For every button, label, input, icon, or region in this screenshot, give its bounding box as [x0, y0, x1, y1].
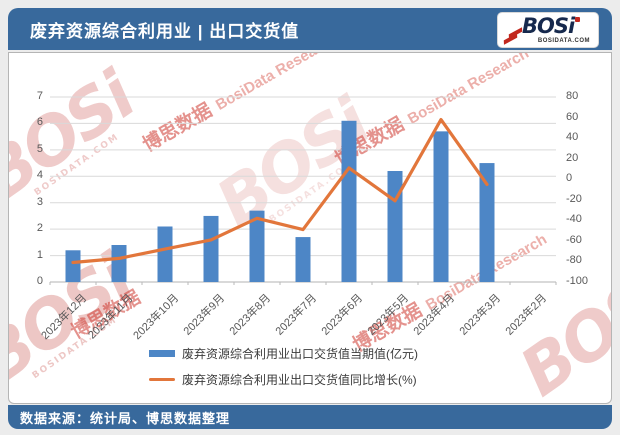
chart-legend: 废弃资源综合利用业出口交货值当期值(亿元) 废弃资源综合利用业出口交货值同比增长…	[149, 345, 418, 388]
chart-panel: BOSi BOSIDATA.COM BOSi BOSIDATA.COM BOSi…	[8, 52, 612, 404]
y-axis-tick-label: 7	[36, 90, 43, 102]
legend-label-bar: 废弃资源综合利用业出口交货值当期值(亿元)	[182, 347, 418, 361]
y-axis-tick-label: 1	[36, 248, 43, 261]
bosi-logo: BOSi BOSIDATA.COM	[497, 12, 599, 48]
y-axis-tick-label: 6	[36, 116, 43, 129]
y-axis-tick-label: 4	[36, 169, 43, 182]
page-title: 废弃资源综合利用业 | 出口交货值	[30, 21, 300, 41]
secondary-y-axis-tick-label: -20	[566, 192, 582, 205]
header-bar: 废弃资源综合利用业 | 出口交货值 BOSi BOSIDATA.COM	[8, 8, 612, 50]
logo-brand-text: BOSi	[522, 14, 575, 38]
bar-swatch-icon	[149, 350, 175, 357]
y-axis-tick-label: 0	[36, 275, 43, 287]
combo-chart	[49, 96, 557, 285]
line-swatch-icon	[149, 378, 175, 381]
secondary-y-axis-tick-label: 20	[566, 151, 579, 164]
legend-item-bar-series: 废弃资源综合利用业出口交货值当期值(亿元)	[149, 345, 418, 362]
legend-label-line: 废弃资源综合利用业出口交货值同比增长(%)	[182, 373, 417, 387]
secondary-y-axis-tick-label: -60	[566, 233, 582, 246]
logo-site-text: BOSIDATA.COM	[537, 38, 590, 44]
footer-bar: 数据来源：统计局、博思数据整理	[8, 405, 612, 429]
secondary-y-axis-tick-label: -40	[566, 213, 582, 226]
secondary-y-axis-tick-label: 80	[566, 90, 579, 102]
logo-dot-icon	[575, 17, 580, 22]
secondary-y-axis-tick-label: -80	[566, 254, 582, 267]
secondary-y-axis-tick-label: 40	[566, 131, 579, 144]
secondary-y-axis-tick-label: 0	[566, 172, 573, 185]
y-axis-tick-label: 3	[36, 195, 43, 208]
secondary-y-axis-tick-label: -100	[566, 275, 589, 287]
secondary-y-axis-tick-label: 60	[566, 110, 579, 123]
legend-item-line-series: 废弃资源综合利用业出口交货值同比增长(%)	[149, 371, 418, 388]
y-axis-tick-label: 5	[36, 142, 43, 155]
data-source-text: 数据来源：统计局、博思数据整理	[20, 410, 231, 426]
y-axis-tick-label: 2	[36, 222, 43, 235]
